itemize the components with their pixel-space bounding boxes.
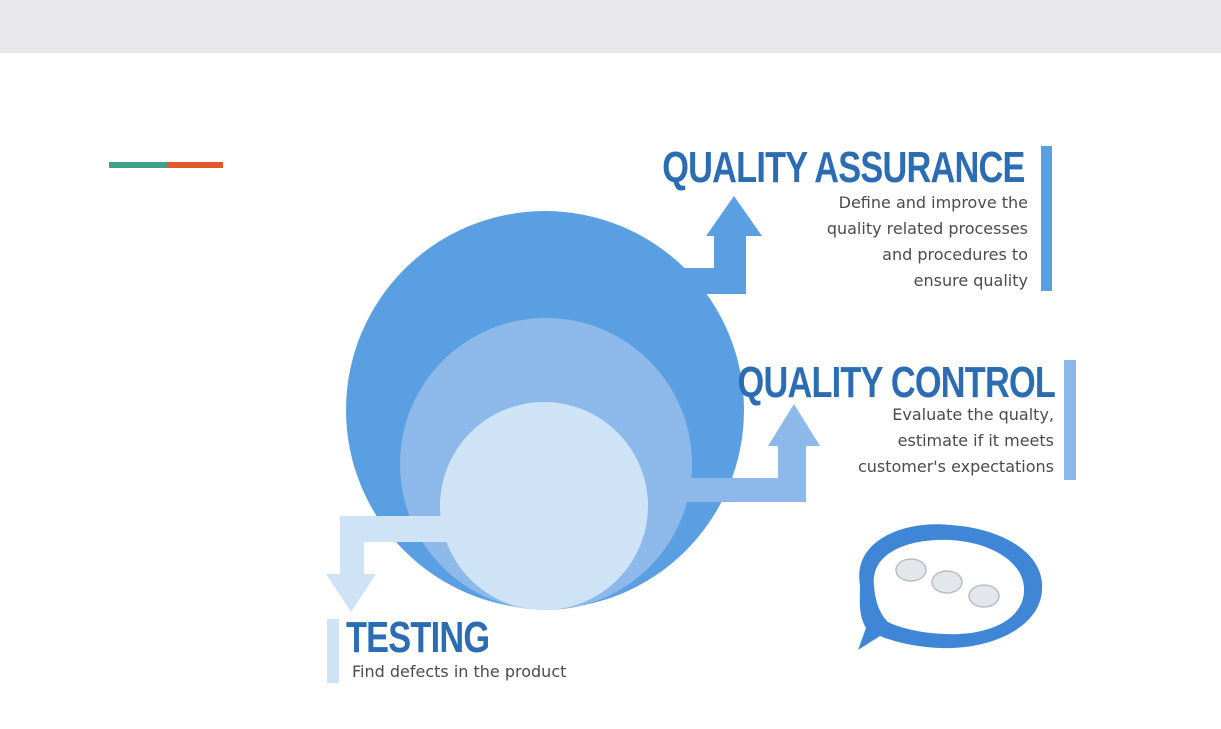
qa-description-line: Define and improve the bbox=[838, 193, 1028, 212]
chat-bubble-icon bbox=[858, 524, 1043, 650]
testing-description: Find defects in the product bbox=[352, 659, 566, 685]
testing-side-bar bbox=[327, 619, 339, 683]
qa-description-line: and procedures to bbox=[882, 245, 1028, 264]
top-bar bbox=[0, 0, 1221, 53]
qa-description-line: ensure quality bbox=[913, 271, 1028, 290]
testing-title: TESTING bbox=[346, 613, 490, 662]
quality-control-description: Evaluate the qualty, estimate if it meet… bbox=[858, 402, 1054, 480]
accent-line-teal bbox=[109, 162, 167, 168]
quality-control-title: QUALITY CONTROL bbox=[737, 358, 1055, 407]
quality-assurance-description: Define and improve the quality related p… bbox=[827, 190, 1028, 294]
testing-circle bbox=[440, 402, 648, 610]
quality-control-arrow bbox=[680, 404, 820, 502]
quality-assurance-arrow bbox=[670, 196, 762, 294]
accent-line-orange bbox=[167, 162, 223, 168]
title-accent-line bbox=[109, 162, 223, 168]
qc-description-line: estimate if it meets bbox=[897, 431, 1054, 450]
qc-description-line: customer's expectations bbox=[857, 457, 1054, 476]
testing-arrow bbox=[326, 516, 448, 612]
testing-description-line: Find defects in the product bbox=[352, 662, 567, 681]
qc-description-line: Evaluate the qualty, bbox=[892, 405, 1054, 424]
quality-assurance-title: QUALITY ASSURANCE bbox=[662, 143, 1026, 192]
quality-control-side-bar bbox=[1064, 360, 1076, 480]
quality-assurance-side-bar bbox=[1041, 146, 1052, 291]
qa-description-line: quality related processes bbox=[826, 219, 1028, 238]
